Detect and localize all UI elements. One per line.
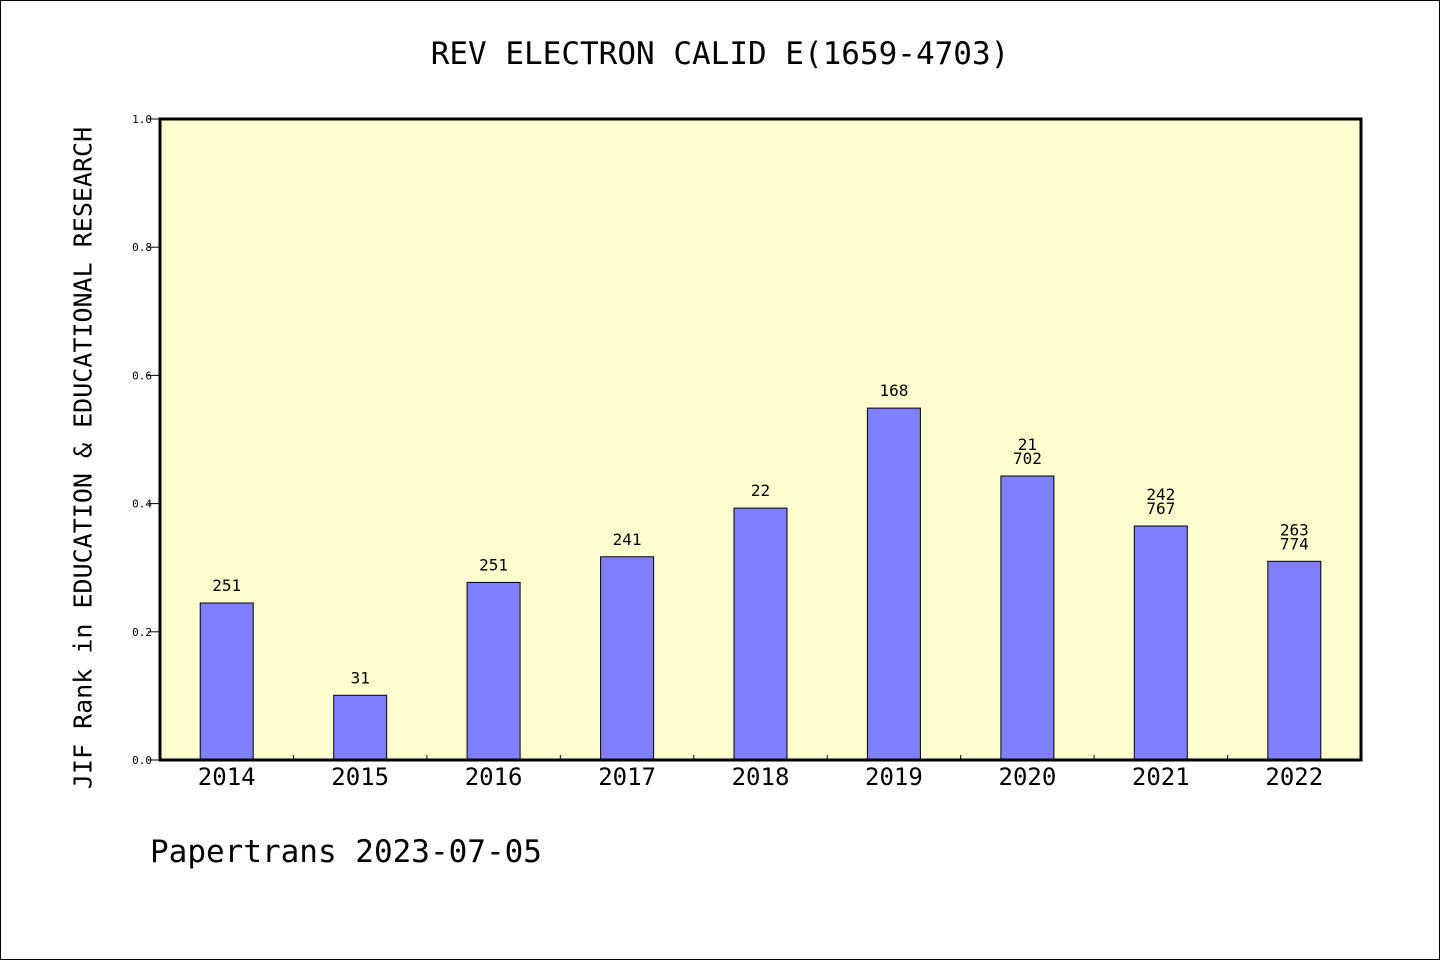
bars-layer — [199, 407, 1322, 761]
bar-value-label: 251 — [212, 576, 241, 595]
axis-layer: 2014 2015 2016 2017 2018 2019 2020 2021 2022 0.0 0… — [132, 113, 1323, 791]
y-tick-label: 0.8 — [132, 241, 152, 254]
y-axis-label: JIF Rank in EDUCATION & EDUCATIONAL RESE… — [68, 126, 98, 790]
x-tick-label: 2021 — [1132, 763, 1190, 791]
plot-border — [158, 117, 1363, 762]
bar-value-label: 242 — [1146, 485, 1175, 504]
x-tick-label: 2017 — [598, 763, 656, 791]
bar-2015 — [333, 694, 388, 761]
y-tick-label: 0.0 — [132, 754, 152, 767]
bar-2016 — [466, 581, 521, 761]
bar-value-label: 31 — [351, 668, 370, 687]
bar-value-label: 767 — [1146, 499, 1175, 518]
y-tick-label: 0.2 — [132, 626, 152, 639]
bar-2022 — [1267, 560, 1322, 761]
x-tick-label: 2020 — [999, 763, 1057, 791]
x-tick-label: 2014 — [198, 763, 256, 791]
bar-value-label: 774 — [1280, 534, 1309, 553]
bar-value-label: 263 — [1280, 520, 1309, 539]
x-tick-label: 2022 — [1265, 763, 1323, 791]
x-tick-label: 2019 — [865, 763, 923, 791]
bar-value-label: 241 — [613, 530, 642, 549]
x-tick-label: 2015 — [331, 763, 389, 791]
bar-value-label: 702 — [1013, 449, 1042, 468]
bar-value-label: 168 — [879, 381, 908, 400]
chart-title: REV ELECTRON CALID E(1659-4703) — [430, 36, 1010, 72]
bar-2018 — [733, 507, 788, 761]
bar-2021 — [1133, 525, 1188, 761]
x-tick-label: 2018 — [732, 763, 790, 791]
bar-2017 — [600, 556, 655, 761]
bar-2020 — [1000, 475, 1055, 761]
bar-2014 — [199, 602, 254, 761]
y-tick-label: 0.4 — [132, 498, 152, 511]
x-tick-label: 2016 — [465, 763, 523, 791]
y-tick-label: 0.6 — [132, 369, 152, 382]
bar-value-label: 251 — [479, 555, 508, 574]
footer-credit: Papertrans 2023-07-05 — [150, 834, 542, 870]
bar-2019 — [866, 407, 921, 761]
bar-value-label: 22 — [751, 481, 770, 500]
bar-value-label: 21 — [1018, 435, 1037, 454]
y-tick-label: 1.0 — [132, 113, 152, 126]
